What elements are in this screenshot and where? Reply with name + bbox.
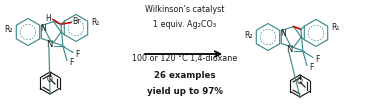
Text: O: O	[297, 77, 303, 87]
Text: F: F	[69, 58, 73, 67]
Text: R₂: R₂	[4, 25, 12, 35]
Text: 26 examples: 26 examples	[154, 71, 215, 80]
Text: R₁: R₁	[332, 23, 340, 32]
Text: F: F	[309, 63, 313, 72]
Text: F: F	[315, 55, 319, 64]
Text: N: N	[286, 45, 292, 54]
Text: Wilkinson’s catalyst: Wilkinson’s catalyst	[145, 5, 224, 14]
Text: F: F	[75, 50, 79, 59]
Text: N: N	[280, 29, 287, 38]
Text: yield up to 97%: yield up to 97%	[147, 87, 222, 96]
Text: O: O	[47, 74, 53, 84]
Text: N: N	[46, 40, 52, 49]
Text: H: H	[45, 14, 51, 23]
Text: Br: Br	[72, 17, 80, 26]
Text: 1 equiv. Ag₂CO₃: 1 equiv. Ag₂CO₃	[153, 20, 216, 29]
Text: R₁: R₁	[91, 18, 100, 27]
Text: R₂: R₂	[244, 30, 253, 40]
Text: N: N	[40, 24, 46, 33]
Text: 100 or 120 °C 1,4-dioxane: 100 or 120 °C 1,4-dioxane	[132, 54, 237, 63]
